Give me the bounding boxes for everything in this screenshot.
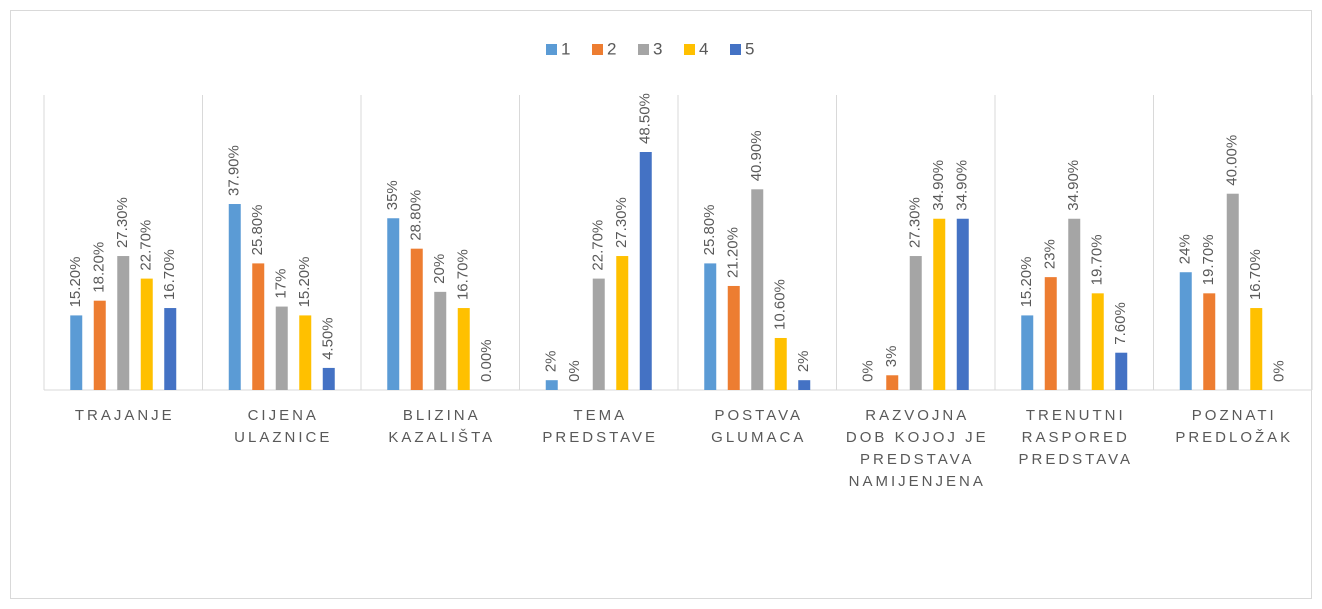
bar <box>774 337 787 390</box>
data-label: 24% <box>1177 234 1194 264</box>
data-label: 40.00% <box>1224 135 1241 186</box>
data-label: 37.90% <box>226 145 243 196</box>
bar <box>1250 308 1263 390</box>
bar <box>1179 272 1192 390</box>
bar <box>704 263 717 390</box>
x-tick-label: POSTAVA GLUMACA <box>711 407 807 446</box>
data-label: 3% <box>883 346 900 368</box>
legend-swatch <box>638 44 649 55</box>
data-label: 25.80% <box>249 205 266 256</box>
legend-swatch <box>592 44 603 55</box>
bar <box>1021 315 1034 390</box>
bar <box>545 380 558 390</box>
bar <box>164 308 177 390</box>
bar <box>592 278 605 390</box>
legend-label: 3 <box>653 39 662 58</box>
data-label: 27.30% <box>907 197 924 248</box>
data-label: 10.60% <box>772 279 789 330</box>
data-label: 35% <box>384 180 401 210</box>
data-label: 19.70% <box>1089 234 1106 285</box>
data-label: 22.70% <box>590 220 607 271</box>
data-label: 22.70% <box>138 220 155 271</box>
bar <box>410 248 423 390</box>
data-label: 19.70% <box>1200 234 1217 285</box>
data-label: 4.50% <box>320 317 337 360</box>
bar <box>727 285 740 390</box>
data-label: 27.30% <box>114 197 131 248</box>
data-label: 28.80% <box>408 190 425 241</box>
bar <box>1091 293 1104 390</box>
bar <box>322 367 335 390</box>
data-label: 2% <box>543 350 560 372</box>
bar <box>93 300 106 390</box>
legend-label: 2 <box>607 39 616 58</box>
data-label: 34.90% <box>1065 160 1082 211</box>
bar <box>299 315 312 390</box>
bar <box>639 152 652 390</box>
bar <box>117 256 130 390</box>
bar <box>616 256 629 390</box>
bar <box>140 278 153 390</box>
data-label: 0.00% <box>478 339 495 382</box>
data-label: 34.90% <box>930 160 947 211</box>
x-tick-label: POZNATI PREDLOŽAK <box>1175 407 1294 446</box>
x-tick-label: BLIZINA KAZALIŠTA <box>388 407 496 446</box>
x-tick-label: CIJENA ULAZNICE <box>234 407 333 446</box>
data-label: 40.90% <box>748 130 765 181</box>
x-tick-label: TRAJANJE <box>74 407 175 424</box>
bar <box>1226 193 1239 390</box>
legend-label: 5 <box>745 39 754 58</box>
legend-swatch <box>546 44 557 55</box>
data-label: 0% <box>1271 360 1288 382</box>
data-label: 15.20% <box>296 257 313 308</box>
data-label: 25.80% <box>701 205 718 256</box>
data-label: 15.20% <box>1018 257 1035 308</box>
bar <box>909 256 922 390</box>
data-label: 23% <box>1042 239 1059 269</box>
data-label: 34.90% <box>954 160 971 211</box>
bar <box>933 218 946 390</box>
bar <box>275 306 288 390</box>
legend-swatch <box>684 44 695 55</box>
data-label: 20% <box>431 254 448 284</box>
data-label: 18.20% <box>91 242 108 293</box>
bar <box>798 380 811 390</box>
data-label: 16.70% <box>1247 249 1264 300</box>
data-label: 0% <box>566 360 583 382</box>
data-label: 2% <box>795 350 812 372</box>
x-tick-label: TRENUTNI RASPORED PREDSTAVA <box>1018 407 1134 468</box>
bar <box>956 218 969 390</box>
data-label: 48.50% <box>637 93 654 144</box>
bar <box>70 315 83 390</box>
bar <box>387 218 400 390</box>
legend-label: 1 <box>561 39 570 58</box>
legend-swatch <box>730 44 741 55</box>
bar <box>457 308 470 390</box>
x-tick-label: RAZVOJNA DOB KOJOJ JE PREDSTAVA NAMIJENJ… <box>845 407 989 490</box>
bar <box>751 189 764 390</box>
data-label: 7.60% <box>1112 302 1129 345</box>
x-tick-label: TEMA PREDSTAVE <box>542 407 659 446</box>
bar <box>886 375 899 390</box>
bar <box>228 204 241 390</box>
legend-label: 4 <box>699 39 708 58</box>
bar <box>1068 218 1081 390</box>
data-label: 21.20% <box>725 227 742 278</box>
bar <box>434 291 447 390</box>
data-label: 27.30% <box>613 197 630 248</box>
data-label: 0% <box>860 360 877 382</box>
bar <box>1115 352 1128 390</box>
data-label: 17% <box>273 269 290 299</box>
data-label: 16.70% <box>455 249 472 300</box>
bar <box>252 263 265 390</box>
data-label: 15.20% <box>67 257 84 308</box>
data-label: 16.70% <box>161 249 178 300</box>
bar <box>1044 277 1057 390</box>
bar <box>1203 293 1216 390</box>
